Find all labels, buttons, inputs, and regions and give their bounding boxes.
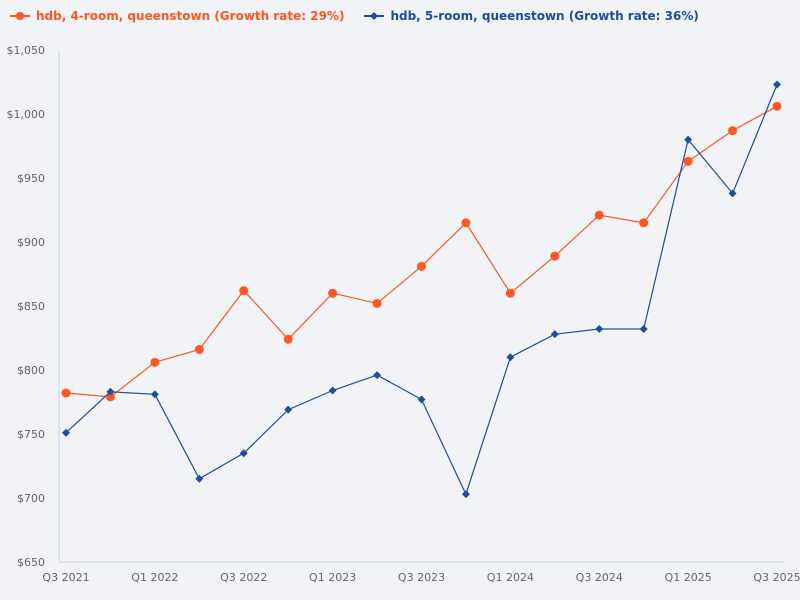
y-tick-label: $950 [17,172,45,185]
x-tick-label: Q3 2022 [220,571,267,584]
data-point-circle[interactable] [639,218,649,228]
data-point-circle[interactable] [239,286,249,296]
x-tick-label: Q1 2023 [309,571,356,584]
data-point-diamond[interactable] [373,371,382,380]
x-tick-label: Q3 2024 [576,571,623,584]
data-point-diamond[interactable] [684,135,693,144]
y-tick-label: $700 [17,492,45,505]
y-axis: $650 $700 $750 $800 $850 $900 $950 $1,000 $1,050 [7,44,60,569]
data-point-circle[interactable] [728,126,738,136]
y-tick-label: $800 [17,364,45,377]
x-tick-label: Q3 2021 [42,571,89,584]
y-tick-label: $650 [17,556,45,569]
legend-label-4-room: hdb, 4-room, queenstown (Growth rate: 29… [36,9,345,23]
x-axis: Q3 2021 Q1 2022 Q3 2022 Q1 2023 Q3 2023 Q1 20… [42,561,800,584]
data-point-circle[interactable] [194,345,204,355]
x-tick-label: Q3 2025 [753,571,800,584]
data-point-diamond[interactable] [150,390,159,399]
data-point-diamond[interactable] [106,387,115,396]
y-tick-label: $1,000 [7,108,46,121]
data-point-circle[interactable] [61,388,71,398]
data-point-circle[interactable] [594,210,604,220]
y-tick-label: $850 [17,300,45,313]
x-tick-label: Q3 2023 [398,571,445,584]
legend-item-5-room[interactable]: hdb, 5-room, queenstown (Growth rate: 36… [364,9,699,23]
series-line [65,84,778,496]
chart-legend: hdb, 4-room, queenstown (Growth rate: 29… [10,9,699,23]
data-point-circle[interactable] [417,261,426,271]
legend-item-4-room[interactable]: hdb, 4-room, queenstown (Growth rate: 29… [10,9,344,23]
data-point-diamond[interactable] [461,490,470,499]
data-point-diamond[interactable] [639,325,648,334]
series-0 [61,101,782,402]
data-point-diamond[interactable] [62,428,70,437]
data-point-circle[interactable] [772,101,782,111]
x-tick-label: Q1 2024 [487,571,534,584]
data-point-circle[interactable] [461,218,471,228]
data-point-diamond[interactable] [284,405,293,414]
data-point-circle[interactable] [150,357,160,367]
data-point-diamond[interactable] [728,189,737,198]
data-point-circle[interactable] [683,156,693,166]
data-point-circle[interactable] [328,288,338,298]
data-point-diamond[interactable] [328,386,337,395]
x-tick-label: Q1 2025 [665,571,712,584]
data-point-diamond[interactable] [550,330,559,339]
circle-marker-icon [10,12,30,20]
data-point-circle[interactable] [283,334,293,344]
diamond-marker-icon [364,12,385,20]
series-1 [62,80,781,499]
y-tick-label: $900 [17,236,45,249]
data-point-diamond[interactable] [417,395,426,404]
data-point-circle[interactable] [372,298,382,308]
data-point-diamond[interactable] [773,80,781,89]
data-point-diamond[interactable] [595,325,604,334]
data-point-circle[interactable] [505,288,515,298]
y-tick-label: $750 [17,428,45,441]
legend-label-5-room: hdb, 5-room, queenstown (Growth rate: 36… [390,9,699,23]
series-line [65,105,778,398]
data-point-circle[interactable] [550,251,560,261]
data-point-diamond[interactable] [506,353,515,362]
y-tick-label: $1,050 [7,44,46,57]
data-point-diamond[interactable] [239,449,248,458]
series-layer [61,80,782,499]
data-point-diamond[interactable] [195,474,204,483]
x-tick-label: Q1 2022 [131,571,178,584]
